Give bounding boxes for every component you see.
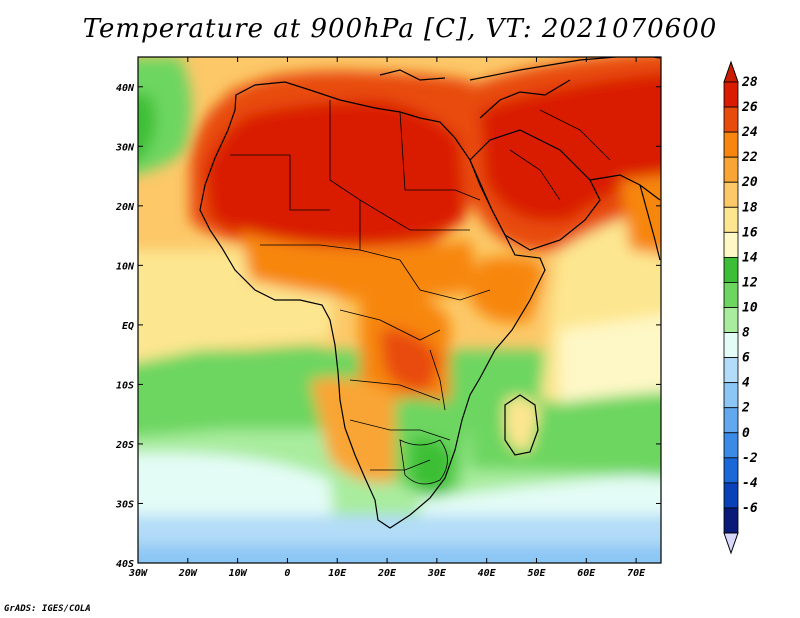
colorbar-label: 24 [741,125,758,140]
lon-tick-label: 30W [128,568,148,579]
colorbar-swatch [723,156,739,183]
colorbar-label: 2 [741,401,750,416]
colorbar-label: -6 [742,501,758,516]
lon-tick-label: 10W [229,568,248,579]
colorbar-swatch [723,432,739,459]
colorbar-label: 28 [741,75,758,90]
colorbar-label: 18 [742,200,758,215]
colorbar-label: -2 [742,451,758,466]
lon-tick-label: 20E [377,568,397,579]
lon-tick-label: 30E [427,568,447,579]
lat-tick-label: 20N [115,202,135,213]
colorbar-label: -4 [742,476,758,491]
lon-tick-label: 0 [284,568,290,579]
colorbar-swatch [723,181,739,208]
colorbar-label: 22 [741,150,758,165]
colorbar-swatch [723,81,739,108]
colorbar-label: 8 [742,326,750,341]
colorbar-bottom-arrow [723,532,739,555]
colorbar-swatch [723,382,739,409]
lon-tick-label: 40E [478,568,497,579]
colorbar-label: 26 [741,100,758,115]
lon-tick-label: 50E [527,568,546,579]
colorbar-swatch [723,307,739,333]
colorbar-swatch [723,231,739,258]
lat-tick-label: 30N [115,142,135,153]
colorbar-top-arrow [723,60,739,83]
country-borders [230,100,611,485]
colorbar-label: 4 [742,376,750,391]
colorbar-label: 0 [742,426,750,441]
map-frame [137,56,662,564]
lon-tick-label: 10E [328,568,347,579]
credit-text: GrADS: IGES/COLA [4,604,91,614]
colorbar-swatch [723,256,739,283]
colorbar-swatch [723,357,739,384]
colorbar-label: 20 [741,175,758,190]
lat-tick-label: 10N [116,261,135,272]
lat-tick-label: 30S [115,499,134,510]
colorbar-swatch [723,282,739,308]
lat-tick-label: EQ [122,321,134,332]
lat-tick-label: 40N [116,83,135,94]
lon-tick-label: 20W [178,568,198,579]
axis-ticks: 30W 20W 10W 0 10E 20E 30E 40E 50E 60E 70E 40N 30N 20N… [115,57,661,579]
colorbar-label: 10 [742,301,758,316]
lon-tick-label: 70E [627,568,646,579]
lon-tick-label: 60E [577,568,596,579]
colorbar-swatch [723,332,739,359]
lat-tick-label: 20S [115,440,134,451]
temperature-field [138,57,661,563]
colorbar-swatch [723,106,739,133]
colorbar-swatch [723,482,739,509]
lat-tick-label: 10S [116,380,134,391]
colorbar-label: 12 [742,275,758,290]
colorbar-label: 6 [742,351,750,366]
colorbar-swatch [723,407,739,434]
colorbar-swatch [723,131,739,158]
lat-tick-label: 40S [116,559,134,570]
colorbar-swatch [723,507,739,534]
colorbar-label: 16 [742,225,758,240]
colorbar-swatch [723,206,739,233]
colorbar-label: 14 [742,250,758,265]
colorbar-swatch [723,457,739,484]
coastlines [199,57,661,529]
chart-title: Temperature at 900hPa [C], VT: 202107060… [82,14,718,44]
